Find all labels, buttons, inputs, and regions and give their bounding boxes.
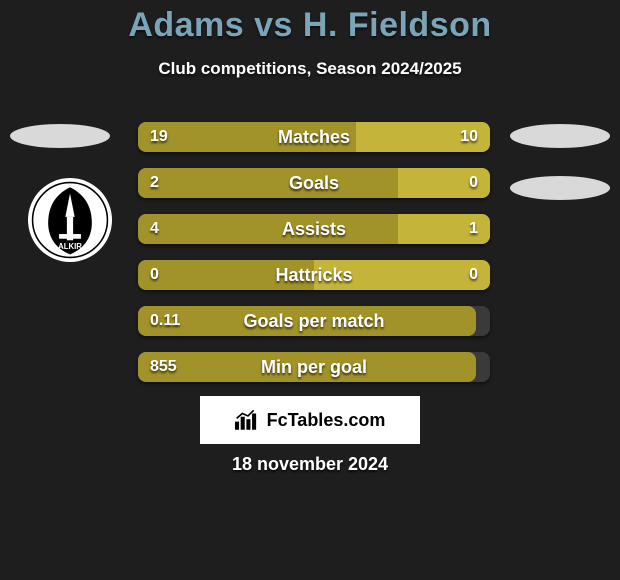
player-left-placeholder-icon: [10, 124, 110, 148]
stats-rows: Matches1910Goals20Assists41Hattricks00Go…: [138, 122, 490, 398]
page-title: Adams vs H. Fieldson: [0, 0, 620, 45]
stat-value-right: 10: [460, 122, 478, 152]
stat-label: Hattricks: [138, 260, 490, 290]
chart-icon: [235, 410, 261, 430]
stat-value-left: 4: [150, 214, 159, 244]
stat-value-right: 0: [469, 260, 478, 290]
date-label: 18 november 2024: [0, 454, 620, 475]
stat-row: Assists4 1: [138, 214, 490, 244]
player-right-placeholder-icon: [510, 124, 610, 148]
stat-value-left: 855: [150, 352, 177, 382]
stat-row: Min per goal855: [138, 352, 490, 382]
stat-value-right: 1: [469, 214, 478, 244]
stat-value-left: 0: [150, 260, 159, 290]
club-right-placeholder-icon: [510, 176, 610, 200]
stat-label: Min per goal: [138, 352, 490, 382]
stat-label: Assists: [138, 214, 490, 244]
fctables-label: FcTables.com: [267, 410, 386, 431]
stat-value-left: 0.11: [150, 306, 180, 336]
stat-row: Hattricks0 0: [138, 260, 490, 290]
stat-label: Matches: [138, 122, 490, 152]
stat-value-left: 2: [150, 168, 159, 198]
stat-row: Goals per match0.11: [138, 306, 490, 336]
stat-label: Goals per match: [138, 306, 490, 336]
svg-text:ALKIR: ALKIR: [58, 242, 82, 251]
stat-row: Goals2 0: [138, 168, 490, 198]
stat-value-left: 19: [150, 122, 168, 152]
stat-row: Matches19 10: [138, 122, 490, 152]
fctables-badge: FcTables.com: [200, 396, 420, 444]
club-left-badge-icon: ALKIR: [28, 178, 112, 262]
subtitle: Club competitions, Season 2024/2025: [0, 59, 620, 79]
stat-label: Goals: [138, 168, 490, 198]
stat-value-right: 0: [469, 168, 478, 198]
